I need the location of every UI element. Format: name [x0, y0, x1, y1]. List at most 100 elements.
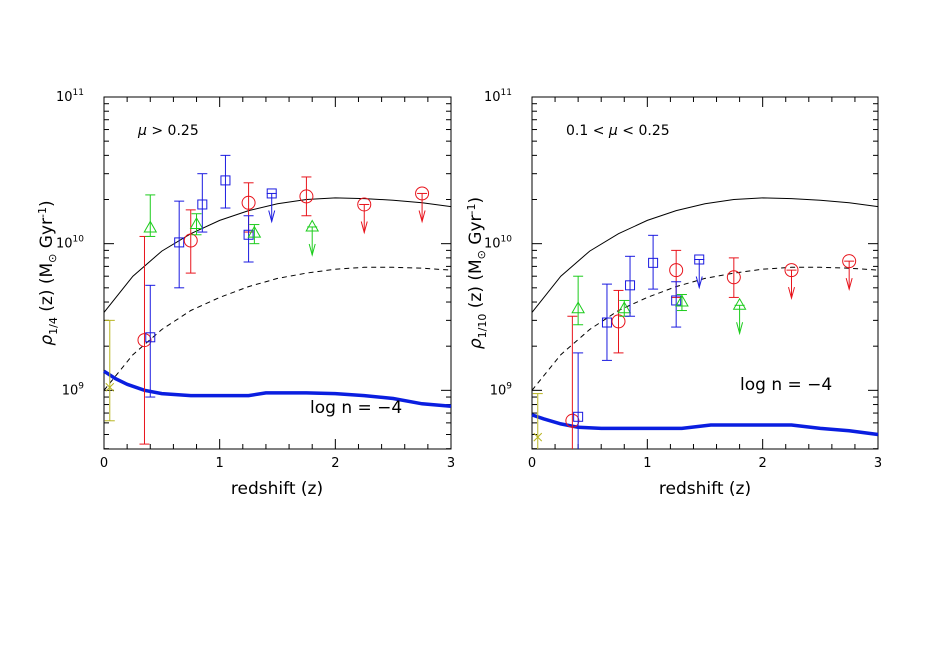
x-tick-label: 3: [447, 456, 455, 471]
data-point: [145, 284, 156, 398]
data-point: [675, 294, 689, 312]
circle-marker: [565, 413, 580, 428]
data-point: [189, 213, 204, 236]
y-tick-label: 1011: [484, 88, 512, 105]
data-point: [601, 283, 612, 361]
square-marker: [694, 254, 705, 265]
upper-limit-point: [305, 219, 320, 257]
data-point: [565, 315, 580, 449]
upper-limit-point: [842, 254, 857, 292]
limit-arrow-head: [360, 221, 368, 235]
plot-frame: [531, 96, 879, 450]
x-tick-label: 0: [100, 456, 108, 471]
circle-marker: [241, 195, 256, 210]
plot-frame: [103, 96, 452, 450]
circle-marker: [611, 314, 626, 329]
y-axis-title: ρ1/4 (z) (M⊙ Gyr-1): [36, 200, 60, 345]
x-tick-label: 2: [331, 456, 339, 471]
y-tick-label: 109: [490, 381, 513, 398]
upper-limit-point: [415, 186, 430, 224]
x-tick-label: 1: [216, 456, 224, 471]
limit-arrow-head: [788, 287, 795, 301]
data-points: [104, 154, 430, 445]
data-points: [532, 234, 857, 449]
axis-ticks: [531, 96, 879, 450]
x-tick-label: 2: [759, 456, 767, 471]
log-n-label: log n = −4: [740, 375, 832, 395]
x-tick-label: 0: [528, 456, 536, 471]
upper-limit-point: [732, 297, 747, 336]
data-point: [571, 275, 585, 326]
data-point: [143, 194, 158, 237]
y-tick-label: 1010: [56, 235, 84, 252]
square-marker: [573, 411, 584, 422]
upper-limit-point: [266, 188, 277, 224]
dashed-model-curve: [103, 266, 452, 391]
square-marker: [601, 317, 612, 328]
square-marker: [174, 237, 185, 248]
circle-marker: [183, 233, 198, 248]
data-point: [247, 224, 262, 245]
x-marker: [533, 432, 543, 442]
x-marker: [105, 382, 115, 392]
square-marker: [243, 229, 254, 240]
limit-arrow-head: [268, 210, 276, 224]
data-point: [617, 299, 632, 317]
x-tick-labels: 0 1 2 3: [528, 456, 882, 471]
square-marker: [648, 257, 659, 268]
triangle-marker: [675, 294, 689, 307]
circle-marker: [726, 270, 741, 285]
y-tick-labels: 109 1010 1011: [56, 88, 84, 398]
data-point: [197, 173, 208, 233]
triangle-marker: [617, 301, 632, 314]
limit-arrow-head: [695, 276, 703, 290]
data-point: [299, 176, 314, 217]
square-marker: [220, 175, 231, 186]
upper-limit-point: [357, 197, 372, 235]
limit-arrow-head: [845, 278, 853, 292]
thick-number-density-curve: [103, 369, 452, 408]
log-n-label: log n = −4: [310, 398, 402, 418]
circle-marker: [784, 263, 799, 278]
data-point: [243, 215, 254, 263]
triangle-marker: [732, 297, 747, 310]
data-point: [671, 281, 682, 328]
limit-arrow-head: [418, 210, 426, 224]
x-axis-title: redshift (z): [659, 479, 751, 499]
limit-arrow-head: [308, 243, 316, 257]
data-point: [573, 352, 584, 449]
circle-marker: [357, 197, 372, 212]
triangle-marker: [189, 217, 204, 230]
y-tick-label: 1011: [56, 88, 84, 105]
y-axis-title: ρ1/10 (z) (M⊙ Gyr-1): [465, 197, 489, 349]
solid-model-curve: [531, 197, 879, 313]
solid-model-curve: [103, 197, 452, 313]
upper-limit-point: [784, 263, 799, 301]
upper-limit-point: [694, 254, 705, 290]
circle-marker: [842, 254, 857, 269]
triangle-marker: [305, 219, 320, 232]
data-point: [611, 289, 626, 354]
circle-marker: [299, 189, 314, 204]
x-tick-label: 1: [643, 456, 651, 471]
mu-annotation: μ > 0.25: [137, 123, 199, 139]
data-point: [104, 319, 115, 422]
data-point: [183, 209, 198, 274]
triangle-marker: [571, 301, 585, 314]
square-marker: [145, 332, 156, 343]
square-marker: [266, 188, 277, 199]
circle-marker: [415, 186, 430, 201]
data-point: [648, 234, 659, 290]
square-marker: [197, 199, 208, 210]
panel-mu-01-025: 0 1 2 3 109 1010 1011 0.1 < μ < 0.25 log n = …: [465, 88, 882, 499]
y-tick-label: 1010: [484, 235, 512, 252]
mu-annotation: 0.1 < μ < 0.25: [566, 123, 670, 139]
limit-arrow-head: [736, 322, 744, 336]
axis-ticks: [103, 96, 452, 450]
y-tick-labels: 109 1010 1011: [484, 88, 512, 398]
triangle-marker: [143, 220, 158, 233]
triangle-marker: [247, 225, 262, 238]
thick-number-density-curve: [531, 413, 879, 437]
data-point: [174, 200, 185, 289]
data-point: [625, 255, 636, 317]
